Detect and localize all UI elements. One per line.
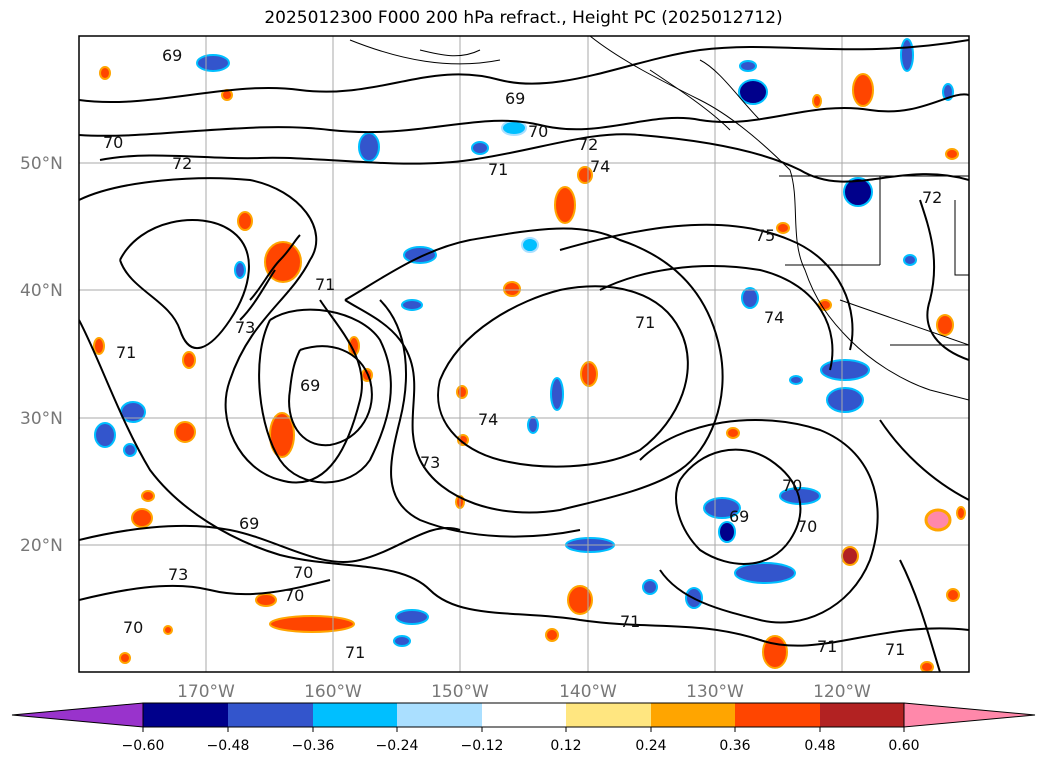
coastlines bbox=[349, 36, 969, 401]
colorbar-bin bbox=[735, 703, 820, 727]
colorbar-tick-label: 0.36 bbox=[719, 738, 750, 754]
svg-text:71: 71 bbox=[635, 313, 655, 332]
colorbar-bin bbox=[313, 703, 397, 727]
colorbar-tick-label: 0.48 bbox=[804, 738, 835, 754]
contour-labels: 69 69 70 71 72 74 72 75 74 71 71 71 73 6… bbox=[103, 46, 942, 662]
colorbar-tick-label: 0.60 bbox=[888, 738, 919, 754]
lat-label: 50°N bbox=[20, 154, 63, 174]
lon-label: 130°W bbox=[686, 682, 744, 702]
svg-text:69: 69 bbox=[729, 507, 749, 526]
svg-text:69: 69 bbox=[505, 89, 525, 108]
colorbar-tick-label: 0.12 bbox=[550, 738, 581, 754]
svg-text:71: 71 bbox=[315, 275, 335, 294]
lat-label: 20°N bbox=[20, 536, 63, 556]
map-frame bbox=[78, 35, 970, 673]
lon-label: 140°W bbox=[559, 682, 617, 702]
svg-text:71: 71 bbox=[116, 343, 136, 362]
colorbar-tick-label: 0.24 bbox=[635, 738, 666, 754]
map-gridlines bbox=[79, 36, 969, 672]
svg-text:69: 69 bbox=[300, 376, 320, 395]
colorbar-bin bbox=[566, 703, 651, 727]
colorbar-bin bbox=[482, 703, 566, 727]
svg-text:72: 72 bbox=[922, 188, 942, 207]
svg-text:69: 69 bbox=[162, 46, 182, 65]
colorbar-frame bbox=[142, 702, 905, 728]
colorbar-tick-label: −0.48 bbox=[207, 738, 250, 754]
height-contours bbox=[79, 39, 969, 672]
colorbar-bin bbox=[228, 703, 313, 727]
svg-text:69: 69 bbox=[239, 514, 259, 533]
colorbar: −0.60 −0.48 −0.36 −0.24 −0.12 0.12 0.24 … bbox=[11, 702, 1036, 754]
svg-text:71: 71 bbox=[620, 612, 640, 631]
colorbar-bin bbox=[820, 703, 904, 727]
lon-label: 120°W bbox=[813, 682, 871, 702]
colorbar-tick-label: −0.12 bbox=[461, 738, 504, 754]
svg-text:73: 73 bbox=[168, 565, 188, 584]
lat-label: 40°N bbox=[20, 281, 63, 301]
svg-text:71: 71 bbox=[488, 160, 508, 179]
svg-text:73: 73 bbox=[420, 453, 440, 472]
svg-text:71: 71 bbox=[885, 640, 905, 659]
lon-label: 150°W bbox=[431, 682, 489, 702]
svg-text:71: 71 bbox=[817, 637, 837, 656]
colorbar-bin bbox=[143, 703, 228, 727]
svg-text:70: 70 bbox=[123, 618, 143, 637]
svg-text:70: 70 bbox=[528, 122, 548, 141]
map-title: 2025012300 F000 200 hPa refract., Height… bbox=[264, 8, 783, 28]
lat-label: 30°N bbox=[20, 409, 63, 429]
svg-text:71: 71 bbox=[345, 643, 365, 662]
colorbar-bin bbox=[651, 703, 735, 727]
svg-text:72: 72 bbox=[578, 135, 598, 154]
svg-text:70: 70 bbox=[293, 563, 313, 582]
colorbar-bin bbox=[397, 703, 482, 727]
colorbar-extend-right bbox=[903, 702, 1036, 728]
svg-text:70: 70 bbox=[782, 476, 802, 495]
svg-text:70: 70 bbox=[284, 586, 304, 605]
colorbar-tick-label: −0.24 bbox=[376, 738, 419, 754]
colorbar-tick-label: −0.36 bbox=[292, 738, 335, 754]
latitude-labels: 50°N 40°N 30°N 20°N bbox=[20, 154, 63, 556]
svg-text:74: 74 bbox=[478, 410, 498, 429]
colorbar-tick-label: −0.60 bbox=[122, 738, 165, 754]
anomaly-fill-layer bbox=[93, 38, 966, 672]
svg-text:72: 72 bbox=[172, 154, 192, 173]
lon-label: 160°W bbox=[304, 682, 362, 702]
svg-text:74: 74 bbox=[764, 308, 784, 327]
map-plot-area bbox=[79, 36, 969, 672]
lon-label: 170°W bbox=[177, 682, 235, 702]
svg-text:74: 74 bbox=[590, 157, 610, 176]
svg-text:73: 73 bbox=[235, 318, 255, 337]
colorbar-extend-left bbox=[11, 702, 144, 728]
svg-text:75: 75 bbox=[755, 226, 775, 245]
longitude-labels: 170°W 160°W 150°W 140°W 130°W 120°W bbox=[177, 682, 871, 702]
svg-text:70: 70 bbox=[797, 517, 817, 536]
svg-text:70: 70 bbox=[103, 133, 123, 152]
